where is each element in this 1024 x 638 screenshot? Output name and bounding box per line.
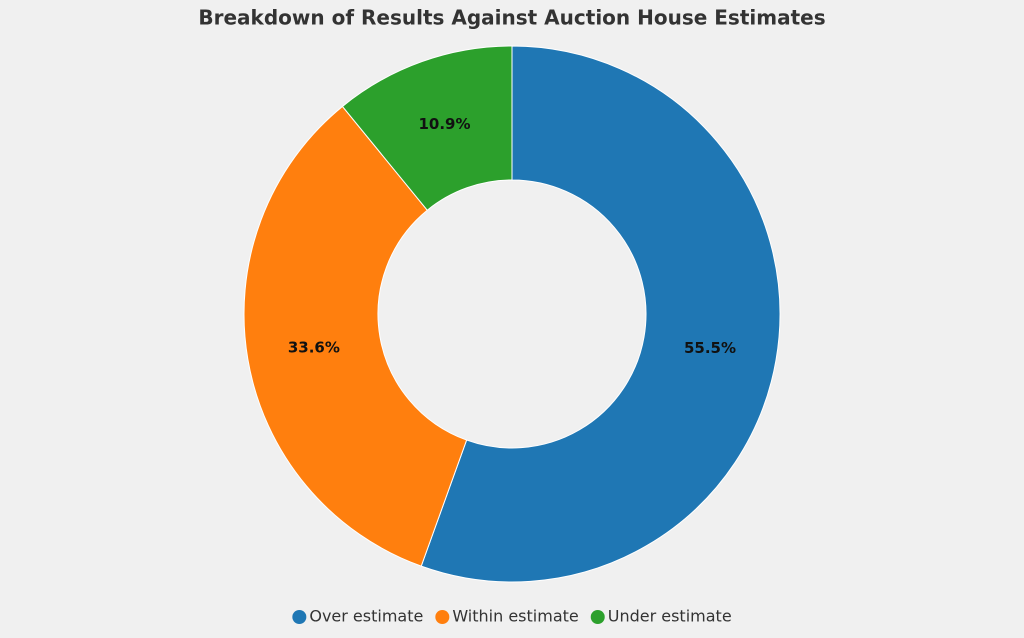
legend-marker — [590, 610, 605, 624]
legend-label: Over estimate — [309, 607, 423, 626]
legend-label: Within estimate — [452, 607, 578, 626]
donut-slice — [243, 105, 468, 567]
value-label: 10.9% — [418, 115, 470, 133]
legend-marker — [292, 610, 307, 624]
legend: Over estimate Within estimate Under estima… — [292, 607, 732, 626]
value-label: 55.5% — [684, 339, 736, 357]
donut-slice — [341, 45, 513, 211]
donut-slice — [420, 45, 781, 583]
value-label: 33.6% — [288, 338, 340, 356]
legend-label: Under estimate — [608, 607, 732, 626]
legend-marker — [435, 610, 450, 624]
labels: 55.5% 33.6% 10.9% — [288, 115, 736, 357]
chart-title: Breakdown of Results Against Auction Hou… — [198, 6, 825, 30]
slices — [243, 45, 781, 583]
